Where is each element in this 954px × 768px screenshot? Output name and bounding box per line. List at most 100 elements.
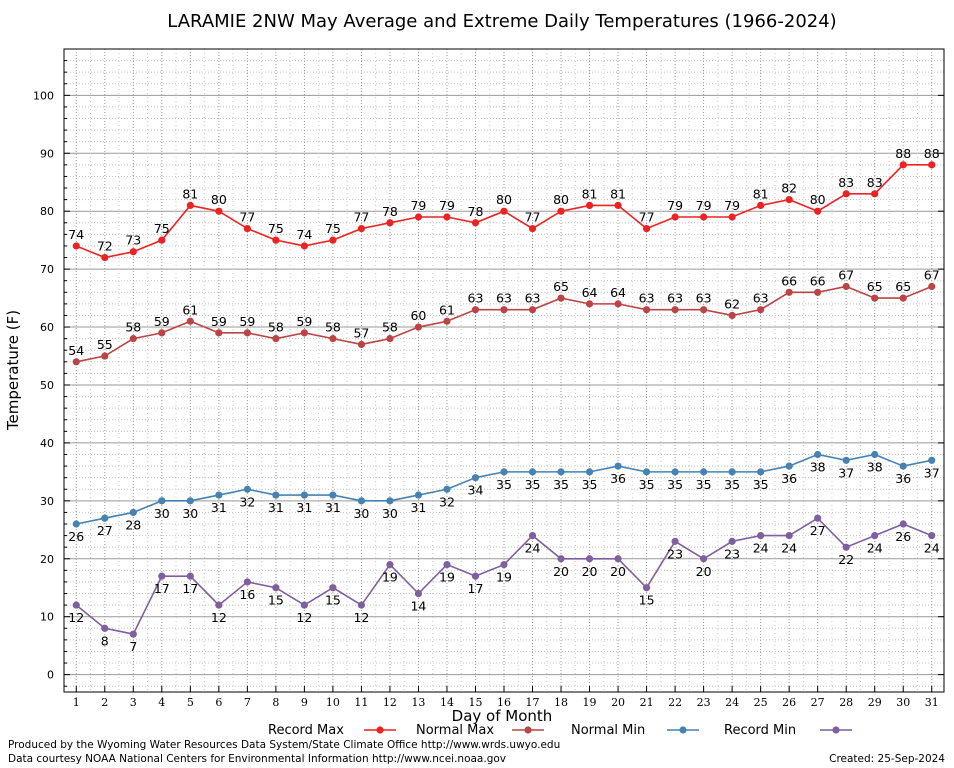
data-point bbox=[215, 329, 223, 337]
data-point bbox=[101, 624, 109, 632]
data-point bbox=[700, 555, 708, 563]
data-label: 27 bbox=[97, 523, 113, 538]
data-label: 78 bbox=[382, 204, 398, 219]
data-label: 55 bbox=[97, 337, 113, 352]
y-tick-label: 40 bbox=[40, 437, 54, 450]
data-point bbox=[129, 630, 137, 638]
data-label: 80 bbox=[211, 192, 227, 207]
x-tick-label: 3 bbox=[130, 696, 137, 709]
y-axis-label: Temperature (F) bbox=[4, 310, 22, 431]
data-label: 79 bbox=[724, 198, 740, 213]
data-point bbox=[158, 329, 166, 337]
legend-marker bbox=[679, 726, 687, 734]
data-point bbox=[243, 578, 251, 586]
data-label: 31 bbox=[296, 500, 312, 515]
data-label: 64 bbox=[582, 285, 598, 300]
data-label: 81 bbox=[182, 186, 198, 201]
data-point bbox=[700, 306, 708, 314]
data-point bbox=[72, 358, 80, 366]
data-point bbox=[671, 537, 679, 545]
data-label: 38 bbox=[867, 459, 883, 474]
data-label: 80 bbox=[553, 192, 569, 207]
data-point bbox=[871, 450, 879, 459]
data-point bbox=[300, 242, 308, 250]
data-point bbox=[842, 456, 850, 464]
data-label: 63 bbox=[639, 291, 655, 306]
data-point bbox=[642, 224, 651, 233]
legend-label: Record Min bbox=[724, 723, 796, 738]
data-point bbox=[215, 207, 223, 215]
data-label: 73 bbox=[125, 233, 141, 248]
data-point bbox=[557, 207, 565, 215]
data-point bbox=[899, 161, 907, 169]
data-label: 19 bbox=[439, 570, 455, 585]
data-label: 60 bbox=[410, 308, 426, 323]
x-tick-label: 2 bbox=[101, 696, 108, 709]
y-tick-label: 70 bbox=[40, 263, 54, 276]
data-point bbox=[443, 485, 451, 493]
data-label: 54 bbox=[68, 343, 84, 358]
legend-item: Normal Max bbox=[416, 723, 544, 738]
data-label: 77 bbox=[353, 210, 369, 225]
data-point bbox=[728, 468, 736, 476]
data-label: 66 bbox=[781, 273, 797, 288]
data-point bbox=[700, 213, 708, 221]
data-point bbox=[329, 491, 337, 499]
data-point bbox=[842, 190, 850, 198]
data-label: 15 bbox=[639, 593, 655, 608]
data-point bbox=[814, 207, 822, 215]
data-label: 24 bbox=[924, 541, 940, 556]
data-label: 79 bbox=[410, 198, 426, 213]
y-tick-label: 80 bbox=[40, 205, 54, 218]
data-point bbox=[272, 491, 280, 499]
data-point bbox=[899, 520, 907, 528]
data-point bbox=[728, 213, 736, 221]
data-point bbox=[357, 224, 366, 233]
data-label: 88 bbox=[895, 146, 911, 161]
data-label: 63 bbox=[696, 291, 712, 306]
data-point bbox=[72, 242, 80, 250]
data-label: 12 bbox=[211, 610, 227, 625]
data-point bbox=[158, 572, 166, 580]
data-point bbox=[101, 253, 109, 262]
data-point bbox=[300, 329, 308, 337]
data-point bbox=[186, 201, 194, 210]
data-label: 63 bbox=[525, 291, 541, 306]
data-label: 31 bbox=[211, 500, 227, 515]
x-tick-label: 28 bbox=[839, 696, 853, 709]
data-point bbox=[614, 462, 622, 470]
legend-label: Normal Max bbox=[416, 723, 494, 738]
data-point bbox=[871, 190, 879, 198]
data-label: 74 bbox=[296, 227, 312, 242]
data-point bbox=[614, 300, 622, 308]
data-label: 31 bbox=[268, 500, 284, 515]
x-tick-label: 18 bbox=[554, 696, 568, 709]
data-label: 16 bbox=[239, 587, 255, 602]
data-label: 17 bbox=[182, 581, 198, 596]
data-label: 65 bbox=[553, 279, 569, 294]
data-point bbox=[671, 468, 679, 476]
data-point bbox=[471, 572, 480, 580]
data-label: 30 bbox=[353, 506, 369, 521]
x-axis-label: Day of Month bbox=[452, 707, 553, 725]
data-point bbox=[471, 474, 480, 482]
series-record-max: 74 72 73 75 81 80 77 75 74 75 77 78 79 79 78 80 77 80 81 81… bbox=[68, 146, 940, 262]
data-point bbox=[72, 520, 80, 528]
data-label: 65 bbox=[867, 279, 883, 294]
data-label: 12 bbox=[68, 610, 84, 625]
legend-label: Normal Min bbox=[571, 723, 645, 738]
data-point bbox=[500, 560, 508, 569]
data-label: 81 bbox=[610, 186, 626, 201]
data-label: 31 bbox=[325, 500, 341, 515]
data-point bbox=[842, 282, 850, 291]
data-point bbox=[642, 468, 651, 476]
data-label: 61 bbox=[182, 302, 198, 317]
data-label: 35 bbox=[667, 477, 683, 492]
data-label: 24 bbox=[867, 541, 883, 556]
data-label: 36 bbox=[895, 471, 911, 486]
data-point bbox=[471, 219, 480, 227]
data-label: 64 bbox=[610, 285, 626, 300]
data-point bbox=[785, 196, 793, 204]
footer-created-date: Created: 25-Sep-2024 bbox=[829, 753, 945, 765]
